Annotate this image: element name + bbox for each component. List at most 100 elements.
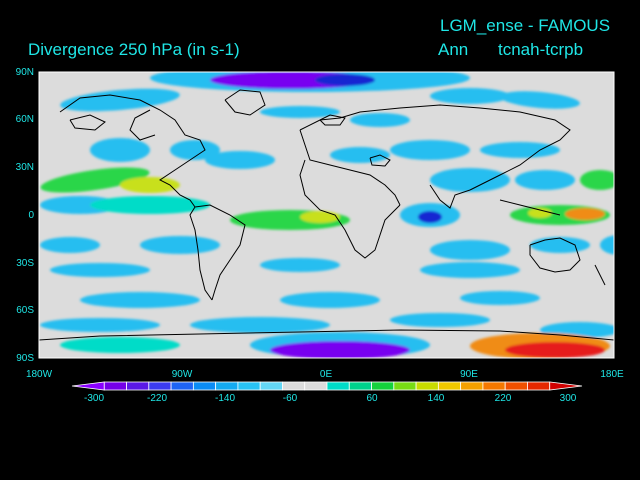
coastline xyxy=(319,114,346,126)
colorbar-label-220: 220 xyxy=(494,393,512,404)
field-patch xyxy=(190,317,330,333)
field-patch xyxy=(90,196,210,214)
coastline xyxy=(129,109,156,141)
colorbar-swatch xyxy=(504,381,528,391)
coastline xyxy=(529,237,581,273)
coastline xyxy=(59,94,206,208)
colorbar-swatch xyxy=(482,381,506,391)
coastline xyxy=(39,329,614,341)
coastline xyxy=(429,184,471,209)
coastline xyxy=(189,206,213,301)
lat-label-90n: 90N xyxy=(15,67,34,78)
colorbar-label-60: 60 xyxy=(366,393,378,404)
lon-label-180e: 180E xyxy=(600,369,624,380)
field-patch xyxy=(260,258,340,272)
colorbar-swatch xyxy=(304,381,328,391)
lat-label-30s: 30S xyxy=(16,258,34,269)
field-patch xyxy=(565,208,605,220)
colorbar-label-m220: -220 xyxy=(146,393,168,404)
colorbar-swatch xyxy=(326,381,350,391)
colorbar-swatch xyxy=(460,381,484,391)
coastline xyxy=(299,104,571,191)
lat-label-0: 0 xyxy=(28,210,34,221)
field-patch xyxy=(480,142,560,158)
field-patch xyxy=(430,168,510,192)
coastline xyxy=(594,264,606,286)
colorbar-swatch xyxy=(237,381,261,391)
colorbar-swatch xyxy=(126,381,150,391)
field-patch xyxy=(330,147,390,163)
lat-label-30n: 30N xyxy=(15,162,34,173)
colorbar-swatch xyxy=(348,381,372,391)
colorbar-swatch xyxy=(215,381,239,391)
lon-label-90e: 90E xyxy=(460,369,478,380)
field-patch xyxy=(350,113,410,127)
lon-label-180w: 180W xyxy=(25,369,53,380)
field-patch xyxy=(270,341,410,358)
coastline xyxy=(299,159,401,259)
field-patch xyxy=(205,151,275,169)
colorbar-swatch xyxy=(148,381,172,391)
coastline xyxy=(224,89,266,116)
field-patch xyxy=(418,211,442,223)
field-patch xyxy=(315,74,375,86)
field-patch xyxy=(420,262,520,278)
field-patch xyxy=(460,291,540,305)
field-patch xyxy=(530,237,590,253)
colorbar-label-140: 140 xyxy=(427,393,445,404)
colorbar-swatch xyxy=(437,381,462,391)
field-patch xyxy=(140,236,220,254)
field-patch xyxy=(170,140,220,160)
field-patch xyxy=(40,318,160,332)
field-patch xyxy=(390,140,470,160)
coastline xyxy=(369,154,391,167)
field-patch xyxy=(430,240,510,260)
colorbar-swatch xyxy=(282,381,306,391)
field-patch xyxy=(430,88,510,104)
field-patch xyxy=(500,91,580,109)
colorbar-swatch xyxy=(393,381,417,391)
field-patch xyxy=(280,292,380,308)
colorbar-swatch xyxy=(71,381,105,391)
field-patch xyxy=(580,170,614,190)
colorbar-label-m140: -140 xyxy=(214,393,236,404)
field-patch xyxy=(505,342,605,358)
field-patch xyxy=(80,292,200,308)
colorbar-swatch xyxy=(259,381,283,391)
field-patch xyxy=(515,170,575,190)
lon-label-90w: 90W xyxy=(171,369,193,380)
coastline xyxy=(69,114,106,131)
field-patch xyxy=(90,138,150,162)
field-patch xyxy=(120,177,180,193)
coastline xyxy=(194,204,246,301)
colorbar-swatch xyxy=(527,381,551,391)
field-patch xyxy=(260,106,340,118)
map-frame xyxy=(38,71,615,359)
colorbar-label-m60: -60 xyxy=(282,393,298,404)
lat-label-60n: 60N xyxy=(15,114,34,125)
field-patch xyxy=(528,208,552,218)
coastline xyxy=(299,129,401,206)
field-patch xyxy=(60,337,180,353)
colorbar-swatch xyxy=(192,381,217,391)
field-patch xyxy=(600,235,614,255)
divergence-field xyxy=(39,72,614,358)
field-patch xyxy=(300,211,340,223)
lat-label-90s: 90S xyxy=(16,353,34,364)
field-patch xyxy=(40,237,100,253)
lon-label-0e: 0E xyxy=(319,369,333,380)
season-label: Ann xyxy=(438,40,469,59)
coastline xyxy=(499,199,561,216)
colorbar-swatch xyxy=(170,381,194,391)
colorbar-swatch xyxy=(103,381,127,391)
colorbar-label-300: 300 xyxy=(559,393,577,404)
colorbar xyxy=(71,381,583,391)
field-patch xyxy=(390,313,490,327)
field-patch xyxy=(40,167,150,193)
experiment-label: tcnah-tcrpb xyxy=(498,40,584,59)
main-title: Divergence 250 hPa (in s-1) xyxy=(28,40,240,59)
colorbar-swatch xyxy=(415,381,439,391)
colorbar-label-m300: -300 xyxy=(83,393,105,404)
